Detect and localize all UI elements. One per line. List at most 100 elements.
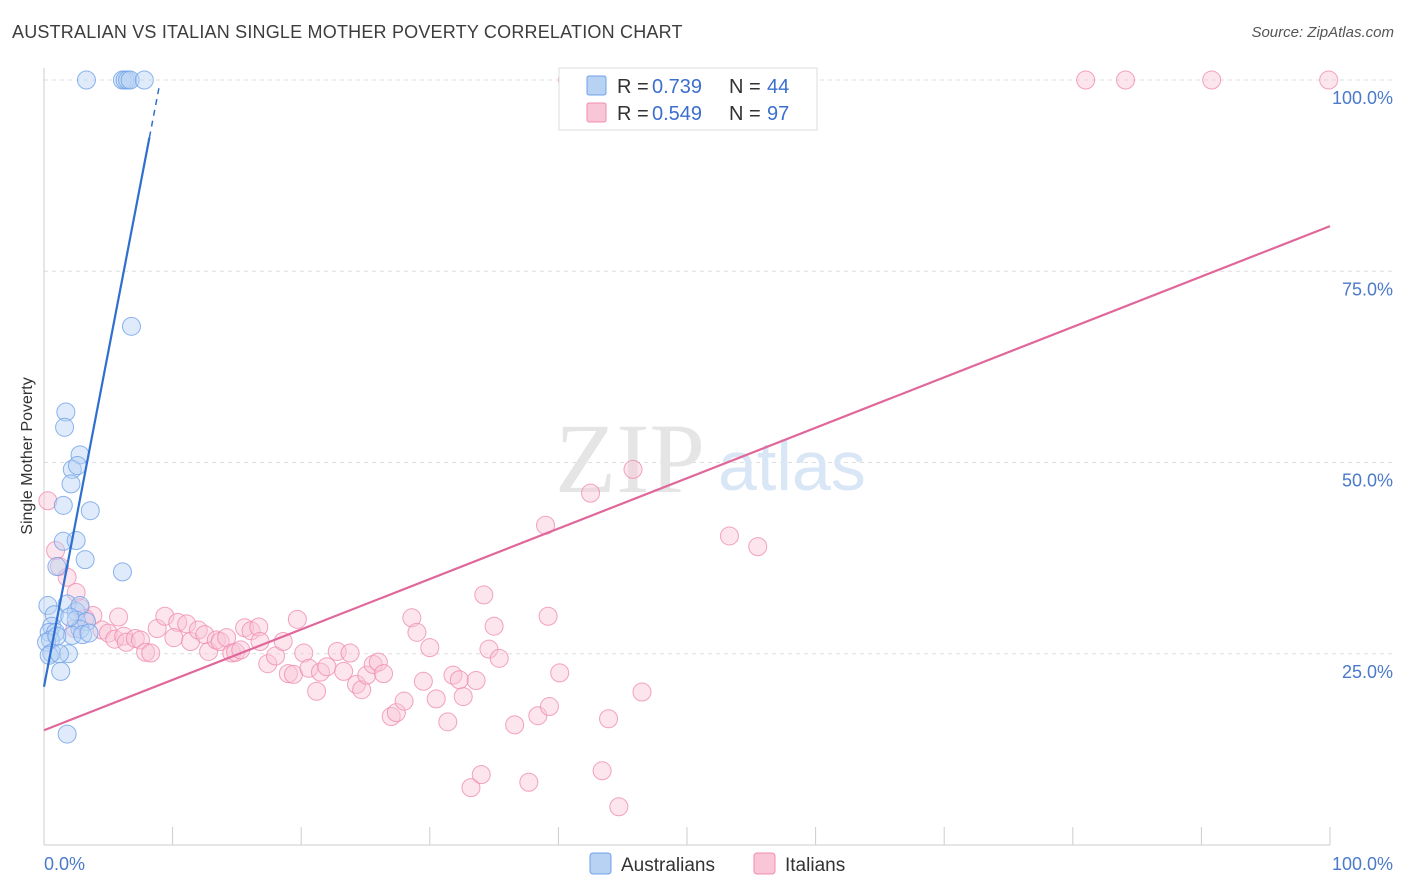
italians-point — [599, 709, 619, 729]
italians-point — [278, 664, 298, 684]
italians-points — [38, 70, 1339, 817]
x-tick-label-min: 0.0% — [44, 854, 85, 874]
bottom-legend-australians: Australians — [621, 855, 715, 876]
italians-point — [368, 652, 388, 672]
italians-point — [471, 765, 491, 785]
italians-point — [294, 643, 314, 663]
italians-point — [394, 691, 414, 711]
grid-lines — [44, 79, 1392, 655]
italians-point — [461, 778, 481, 798]
italians-point — [489, 648, 509, 668]
trend-lines — [42, 83, 1331, 732]
australians-point — [60, 607, 80, 627]
bottom-legend-swatch-italians — [753, 852, 776, 875]
australians-point — [47, 557, 67, 577]
italians-point — [581, 483, 601, 503]
y-tick-label: 25.0% — [1342, 662, 1393, 682]
italians-point — [519, 772, 539, 792]
italians-point — [217, 628, 237, 648]
watermark-atlas: atlas — [718, 427, 866, 505]
italians-point — [164, 628, 184, 648]
y-tick-label: 75.0% — [1342, 279, 1393, 299]
italians-point — [407, 622, 427, 642]
australians-point — [55, 417, 75, 437]
italians-point — [438, 712, 458, 732]
italians-point — [413, 671, 433, 691]
australians-points — [37, 70, 154, 744]
italians-point — [381, 706, 401, 726]
italians-point — [609, 797, 629, 817]
italians-point — [307, 681, 327, 701]
italians-point — [386, 703, 406, 723]
italians-point — [109, 607, 129, 627]
italians-point — [357, 665, 377, 685]
italians-point — [287, 609, 307, 629]
australians-point — [38, 596, 58, 616]
legend-r-value-italians: 0.549 — [652, 103, 702, 125]
italians-point — [136, 642, 156, 662]
italians-point — [1202, 70, 1222, 90]
watermark: ZIP atlas — [555, 403, 866, 514]
italians-point — [1319, 70, 1339, 90]
axes — [43, 68, 1331, 846]
australians-point — [62, 459, 82, 479]
italians-point — [528, 706, 548, 726]
australians-point — [56, 402, 76, 422]
italians-point — [352, 680, 372, 700]
australians-point — [120, 70, 140, 90]
italians-point — [1116, 70, 1136, 90]
italians-point — [453, 687, 473, 707]
y-tick-label: 100.0% — [1332, 88, 1393, 108]
italians-point — [426, 689, 446, 709]
legend-r-label-italians: R = — [617, 103, 649, 125]
italians-point — [273, 632, 293, 652]
bottom-legend: Australians Italians — [589, 852, 845, 876]
italians-point — [484, 616, 504, 636]
italians-point — [249, 617, 269, 637]
australians-point — [121, 316, 141, 336]
legend: R = 0.739 N = 44 R = 0.549 N = 97 — [558, 67, 818, 131]
legend-n-label-italians: N = — [729, 103, 761, 125]
australians-point — [62, 625, 82, 645]
italians-point — [466, 671, 486, 691]
italians-point — [147, 619, 167, 639]
italians-point — [317, 657, 337, 677]
chart-source: Source: ZipAtlas.com — [1251, 24, 1394, 41]
australians-point — [79, 623, 99, 643]
legend-swatch-italians — [586, 102, 607, 123]
italians-point — [141, 643, 161, 663]
italians-point — [632, 682, 652, 702]
watermark-zip: ZIP — [555, 403, 705, 514]
italians-point — [539, 697, 559, 717]
legend-n-label-australians: N = — [729, 76, 761, 98]
legend-r-value-australians: 0.739 — [652, 76, 702, 98]
italians-point — [402, 608, 422, 628]
australians-trend-line — [42, 137, 151, 687]
italians-point — [310, 662, 330, 682]
italians-point — [374, 664, 394, 684]
australians-point — [51, 661, 71, 681]
australians-point — [57, 724, 77, 744]
australians-point — [134, 70, 154, 90]
italians-point — [258, 654, 278, 674]
italians-point — [592, 761, 612, 781]
bottom-legend-italians: Italians — [785, 855, 845, 876]
australians-point — [67, 456, 87, 476]
y-tick-labels: 25.0% 50.0% 75.0% 100.0% — [1332, 88, 1393, 682]
australians-trend-extension — [148, 83, 161, 138]
italians-point — [474, 585, 494, 605]
italians-point — [420, 638, 440, 658]
x-tick-label-max: 100.0% — [1332, 854, 1393, 874]
australians-point — [49, 644, 69, 664]
italians-point — [334, 661, 354, 681]
australians-point — [61, 474, 81, 494]
australians-point — [73, 625, 93, 645]
australians-point — [76, 70, 96, 90]
italians-point — [505, 715, 525, 735]
australians-point — [75, 550, 95, 570]
italians-point — [748, 537, 768, 557]
y-tick-label: 50.0% — [1342, 471, 1393, 491]
italians-point — [538, 606, 558, 626]
chart-title: AUSTRALIAN VS ITALIAN SINGLE MOTHER POVE… — [12, 22, 683, 42]
